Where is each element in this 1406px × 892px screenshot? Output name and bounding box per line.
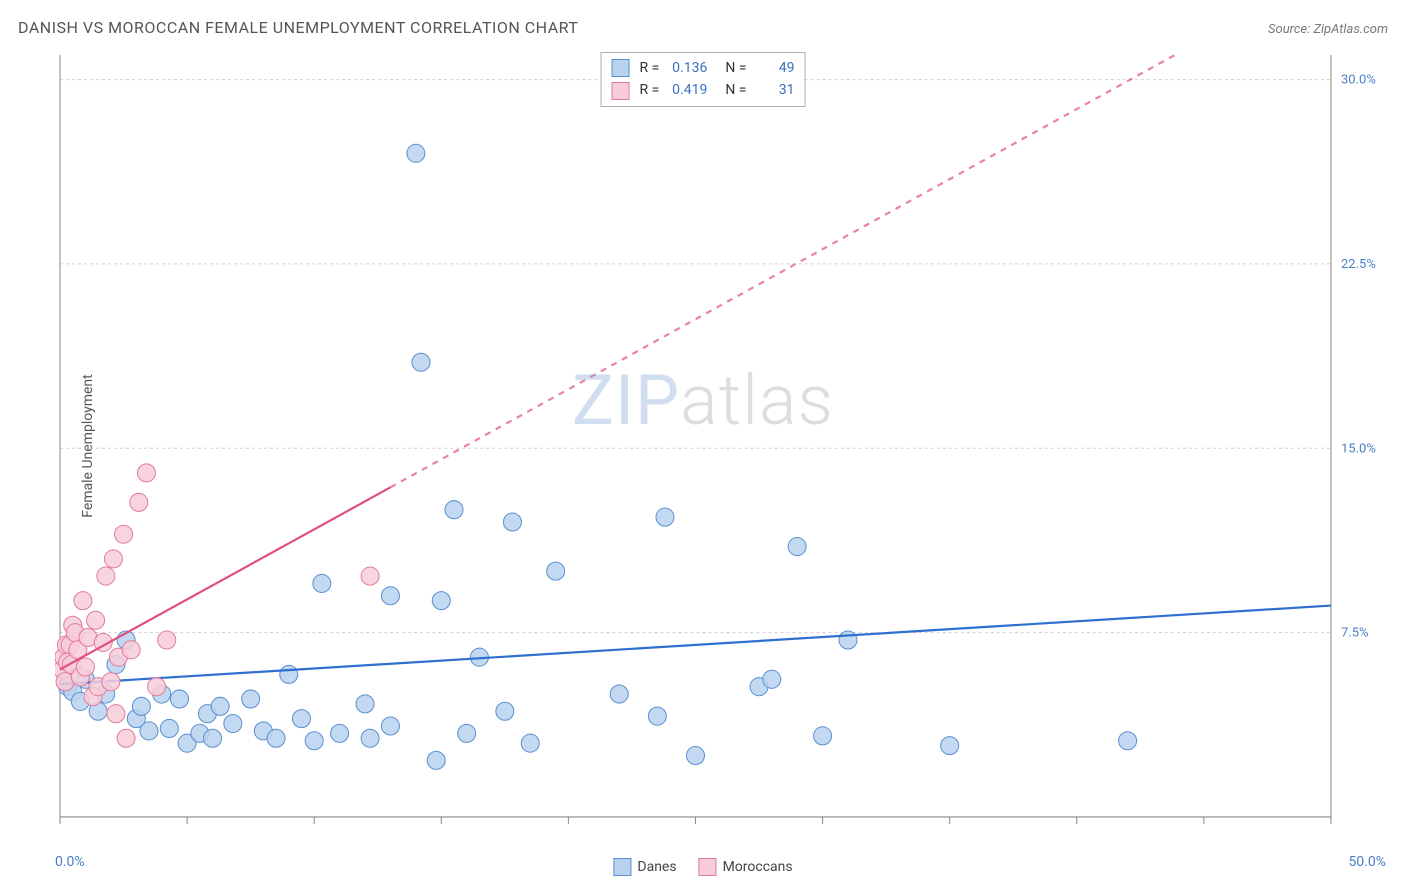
- legend-label: Danes: [637, 859, 676, 875]
- legend-row: R = 0.136 N = 49: [612, 57, 795, 79]
- legend-swatch: [699, 858, 717, 876]
- svg-text:7.5%: 7.5%: [1341, 626, 1369, 641]
- legend-row: R = 0.419 N = 31: [612, 79, 795, 101]
- svg-text:30.0%: 30.0%: [1341, 73, 1376, 88]
- x-axis-end-label: 50.0%: [1348, 854, 1386, 870]
- legend-swatch: [613, 858, 631, 876]
- legend-swatch: [612, 82, 630, 100]
- legend-item: Moroccans: [699, 858, 793, 876]
- svg-text:22.5%: 22.5%: [1341, 257, 1376, 272]
- chart-area: 7.5% 15.0% 22.5% 30.0%: [55, 50, 1386, 842]
- chart-title: DANISH VS MOROCCAN FEMALE UNEMPLOYMENT C…: [18, 18, 578, 37]
- r-value: 0.419: [669, 79, 707, 101]
- svg-text:15.0%: 15.0%: [1341, 441, 1376, 456]
- r-value: 0.136: [669, 57, 707, 79]
- scatter-chart: 7.5% 15.0% 22.5% 30.0%: [55, 50, 1386, 842]
- source-attribution: Source: ZipAtlas.com: [1268, 22, 1388, 37]
- correlation-legend: R = 0.136 N = 49 R = 0.419 N = 31: [601, 52, 806, 107]
- n-label: N =: [725, 79, 746, 101]
- n-value: 49: [756, 57, 794, 79]
- x-axis-start-label: 0.0%: [55, 854, 85, 870]
- legend-swatch: [612, 59, 630, 77]
- r-label: R =: [640, 57, 660, 79]
- legend-label: Moroccans: [723, 859, 793, 875]
- legend-item: Danes: [613, 858, 676, 876]
- n-value: 31: [756, 79, 794, 101]
- series-legend: Danes Moroccans: [613, 858, 792, 876]
- r-label: R =: [640, 79, 660, 101]
- n-label: N =: [725, 57, 746, 79]
